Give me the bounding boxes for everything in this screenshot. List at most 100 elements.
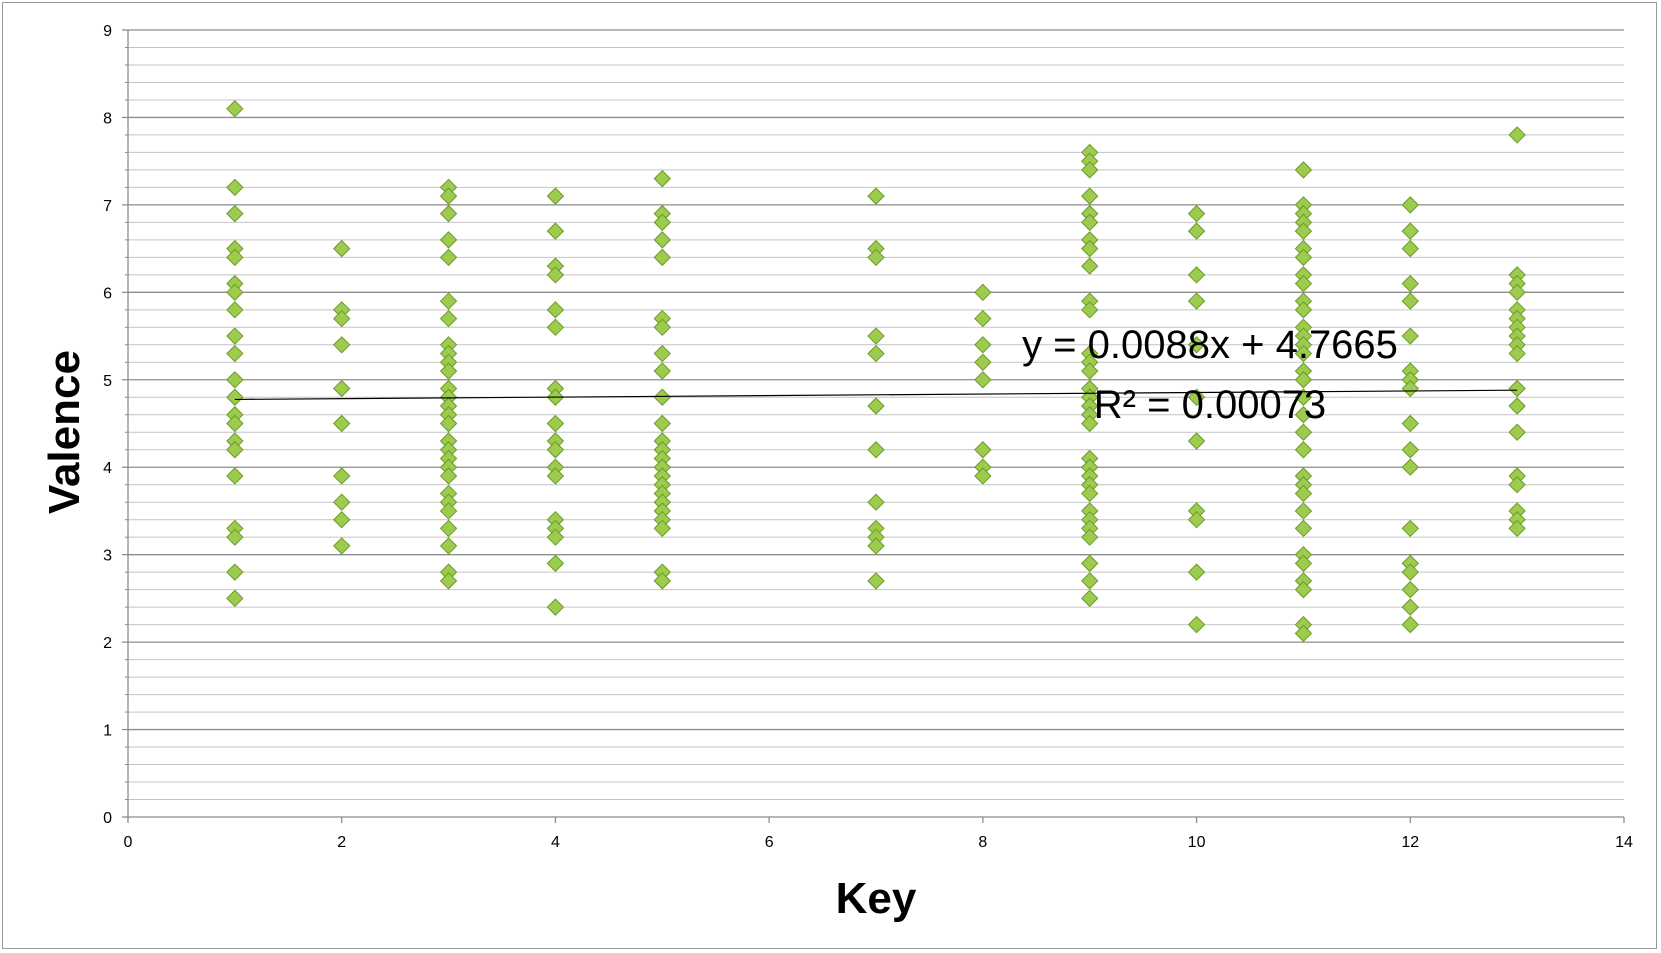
- data-point: [439, 309, 458, 328]
- x-tick-label: 14: [1615, 834, 1633, 851]
- data-point: [1508, 423, 1526, 441]
- data-point: [1294, 580, 1313, 599]
- data-point: [653, 318, 671, 337]
- data-point: [1508, 283, 1526, 302]
- data-point: [974, 336, 992, 354]
- y-tick-label: 1: [103, 723, 112, 740]
- data-point: [653, 519, 671, 538]
- y-tick-label: 0: [103, 810, 112, 827]
- data-point: [1401, 580, 1419, 599]
- data-point: [867, 493, 885, 511]
- data-point: [1187, 432, 1206, 450]
- data-point: [1081, 213, 1099, 232]
- data-point: [1294, 388, 1313, 406]
- data-point: [333, 336, 351, 354]
- data-point: [226, 248, 244, 267]
- data-point: [1294, 222, 1313, 240]
- x-tick-label: 4: [551, 834, 560, 851]
- data-point: [867, 248, 885, 267]
- data-point: [226, 371, 244, 389]
- data-point: [1401, 327, 1419, 345]
- data-point: [439, 572, 458, 590]
- data-point: [653, 231, 671, 249]
- data-point: [867, 537, 885, 555]
- data-point: [1081, 528, 1099, 546]
- data-point: [1508, 379, 1526, 398]
- x-axis-ticks: 0 2 4 6 8 10 12 14: [124, 817, 1633, 851]
- data-point: [1294, 423, 1313, 441]
- y-axis-title: Valence: [40, 350, 89, 514]
- data-point: [546, 187, 565, 205]
- data-point: [1081, 187, 1099, 205]
- data-point: [1294, 554, 1313, 573]
- data-point: [653, 248, 671, 267]
- data-point: [653, 414, 671, 433]
- data-point: [1081, 301, 1099, 319]
- data-point: [1187, 266, 1206, 284]
- data-point: [1187, 388, 1206, 406]
- data-point: [974, 309, 992, 328]
- data-point: [226, 388, 244, 406]
- data-point: [1187, 222, 1206, 240]
- data-point: [1401, 274, 1419, 293]
- data-point: [1294, 371, 1313, 389]
- data-point: [1187, 510, 1206, 529]
- data-point: [546, 598, 565, 616]
- data-point: [1508, 397, 1526, 415]
- data-point: [1294, 441, 1313, 459]
- data-point: [1081, 554, 1099, 573]
- y-tick-label: 8: [103, 110, 112, 127]
- y-axis-ticks: 0 1 2 3 4 5 6 7 8 9: [103, 23, 128, 827]
- x-axis-title: Key: [836, 874, 917, 923]
- data-point: [226, 441, 244, 459]
- data-point: [974, 441, 992, 459]
- data-point: [226, 99, 244, 118]
- data-point: [226, 327, 244, 345]
- data-point: [333, 414, 351, 433]
- data-point: [439, 414, 458, 433]
- x-tick-label: 2: [337, 834, 346, 851]
- data-point: [1401, 414, 1419, 433]
- data-point: [1081, 484, 1099, 503]
- data-point: [546, 318, 565, 337]
- data-point: [1294, 502, 1313, 520]
- data-point: [1294, 624, 1313, 643]
- data-point: [1294, 344, 1313, 363]
- data-point: [546, 414, 565, 433]
- data-point: [653, 572, 671, 590]
- data-point: [226, 283, 244, 302]
- x-tick-label: 0: [124, 834, 133, 851]
- data-point: [1081, 257, 1099, 275]
- data-point: [1294, 519, 1313, 538]
- data-point: [1294, 161, 1313, 179]
- x-tick-label: 8: [978, 834, 987, 851]
- data-point: [546, 266, 565, 284]
- data-point: [439, 362, 458, 380]
- data-point: [226, 344, 244, 363]
- y-tick-label: 2: [103, 635, 112, 652]
- data-point: [439, 292, 458, 310]
- data-point: [1081, 414, 1099, 433]
- data-point: [333, 537, 351, 555]
- data-point: [1294, 406, 1313, 424]
- data-point: [333, 467, 351, 485]
- data-point: [867, 344, 885, 363]
- data-point: [439, 204, 458, 223]
- data-point: [1401, 441, 1419, 459]
- data-point: [653, 362, 671, 380]
- data-point: [1401, 458, 1419, 476]
- data-point: [546, 554, 565, 573]
- x-tick-label: 6: [765, 834, 774, 851]
- data-point: [439, 502, 458, 520]
- trendline: [234, 389, 1518, 401]
- data-point: [226, 467, 244, 485]
- data-point: [1081, 589, 1099, 608]
- data-point: [333, 309, 351, 328]
- data-point: [226, 528, 244, 546]
- data-point: [1401, 519, 1419, 538]
- data-point: [1081, 572, 1099, 590]
- data-point: [1187, 292, 1206, 310]
- data-point: [974, 371, 992, 389]
